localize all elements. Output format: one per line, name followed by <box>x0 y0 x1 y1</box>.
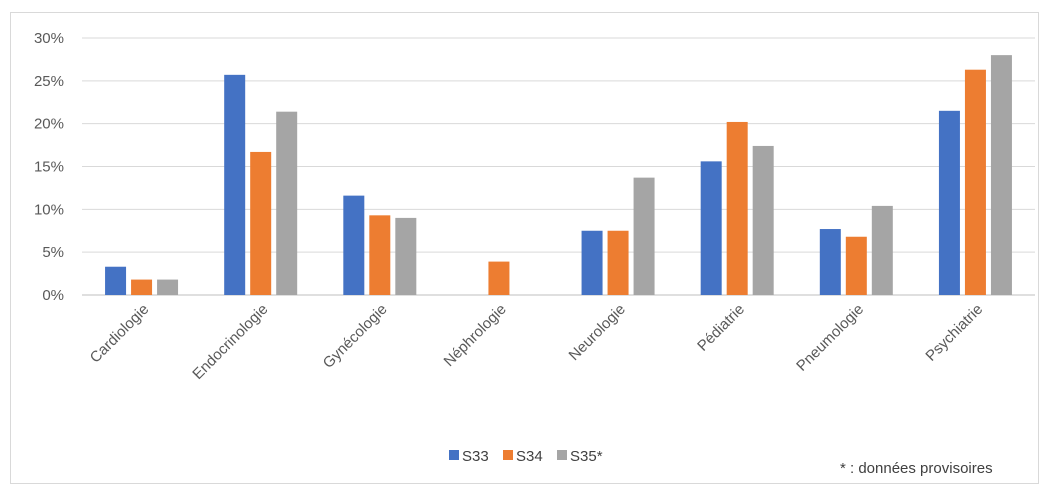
y-tick-label: 15% <box>34 159 64 176</box>
category-label: Pneumologie <box>793 301 867 375</box>
bar-s33 <box>938 110 960 295</box>
bar-s33 <box>105 266 127 295</box>
bar-s34 <box>250 151 272 295</box>
legend-label: S35* <box>570 448 603 465</box>
bar-s35 <box>395 217 417 295</box>
bar-s33 <box>343 195 365 295</box>
category-label: Pédiatrie <box>694 301 748 355</box>
category-label: Néphrologie <box>441 301 510 370</box>
bar-s35 <box>633 177 655 295</box>
bar-s34 <box>131 279 153 295</box>
y-tick-label: 30% <box>34 30 64 47</box>
bar-s33 <box>819 229 841 295</box>
bar-s33 <box>700 161 722 295</box>
y-tick-label: 5% <box>42 244 64 261</box>
bar-s34 <box>369 215 391 295</box>
category-label: Endocrinologie <box>189 301 271 383</box>
y-tick-label: 10% <box>34 201 64 218</box>
y-tick-label: 0% <box>42 287 64 304</box>
bar-s34 <box>726 121 748 295</box>
y-tick-label: 25% <box>34 73 64 90</box>
chart-area <box>10 12 1039 484</box>
legend-swatch <box>557 450 567 460</box>
bar-s35 <box>871 205 893 295</box>
legend-swatch <box>449 450 459 460</box>
category-label: Neurologie <box>566 301 629 364</box>
bar-s35 <box>752 145 774 295</box>
bar-s33 <box>224 74 246 295</box>
bar-s34 <box>845 236 867 295</box>
category-label: Psychiatrie <box>922 301 986 365</box>
footnote: * : données provisoires <box>840 460 993 477</box>
bar-s34 <box>607 230 629 295</box>
legend-swatch <box>503 450 513 460</box>
bar-s35 <box>157 279 179 295</box>
bar-s33 <box>581 230 603 295</box>
bar-s34 <box>488 261 510 295</box>
bar-s34 <box>964 69 986 296</box>
bar-s35 <box>990 55 1012 296</box>
legend-label: S33 <box>462 448 489 465</box>
category-label: Gynécologie <box>320 301 391 372</box>
category-label: Cardiologie <box>87 301 153 367</box>
bar-s35 <box>276 111 298 295</box>
y-tick-label: 20% <box>34 116 64 133</box>
legend-label: S34 <box>516 448 543 465</box>
